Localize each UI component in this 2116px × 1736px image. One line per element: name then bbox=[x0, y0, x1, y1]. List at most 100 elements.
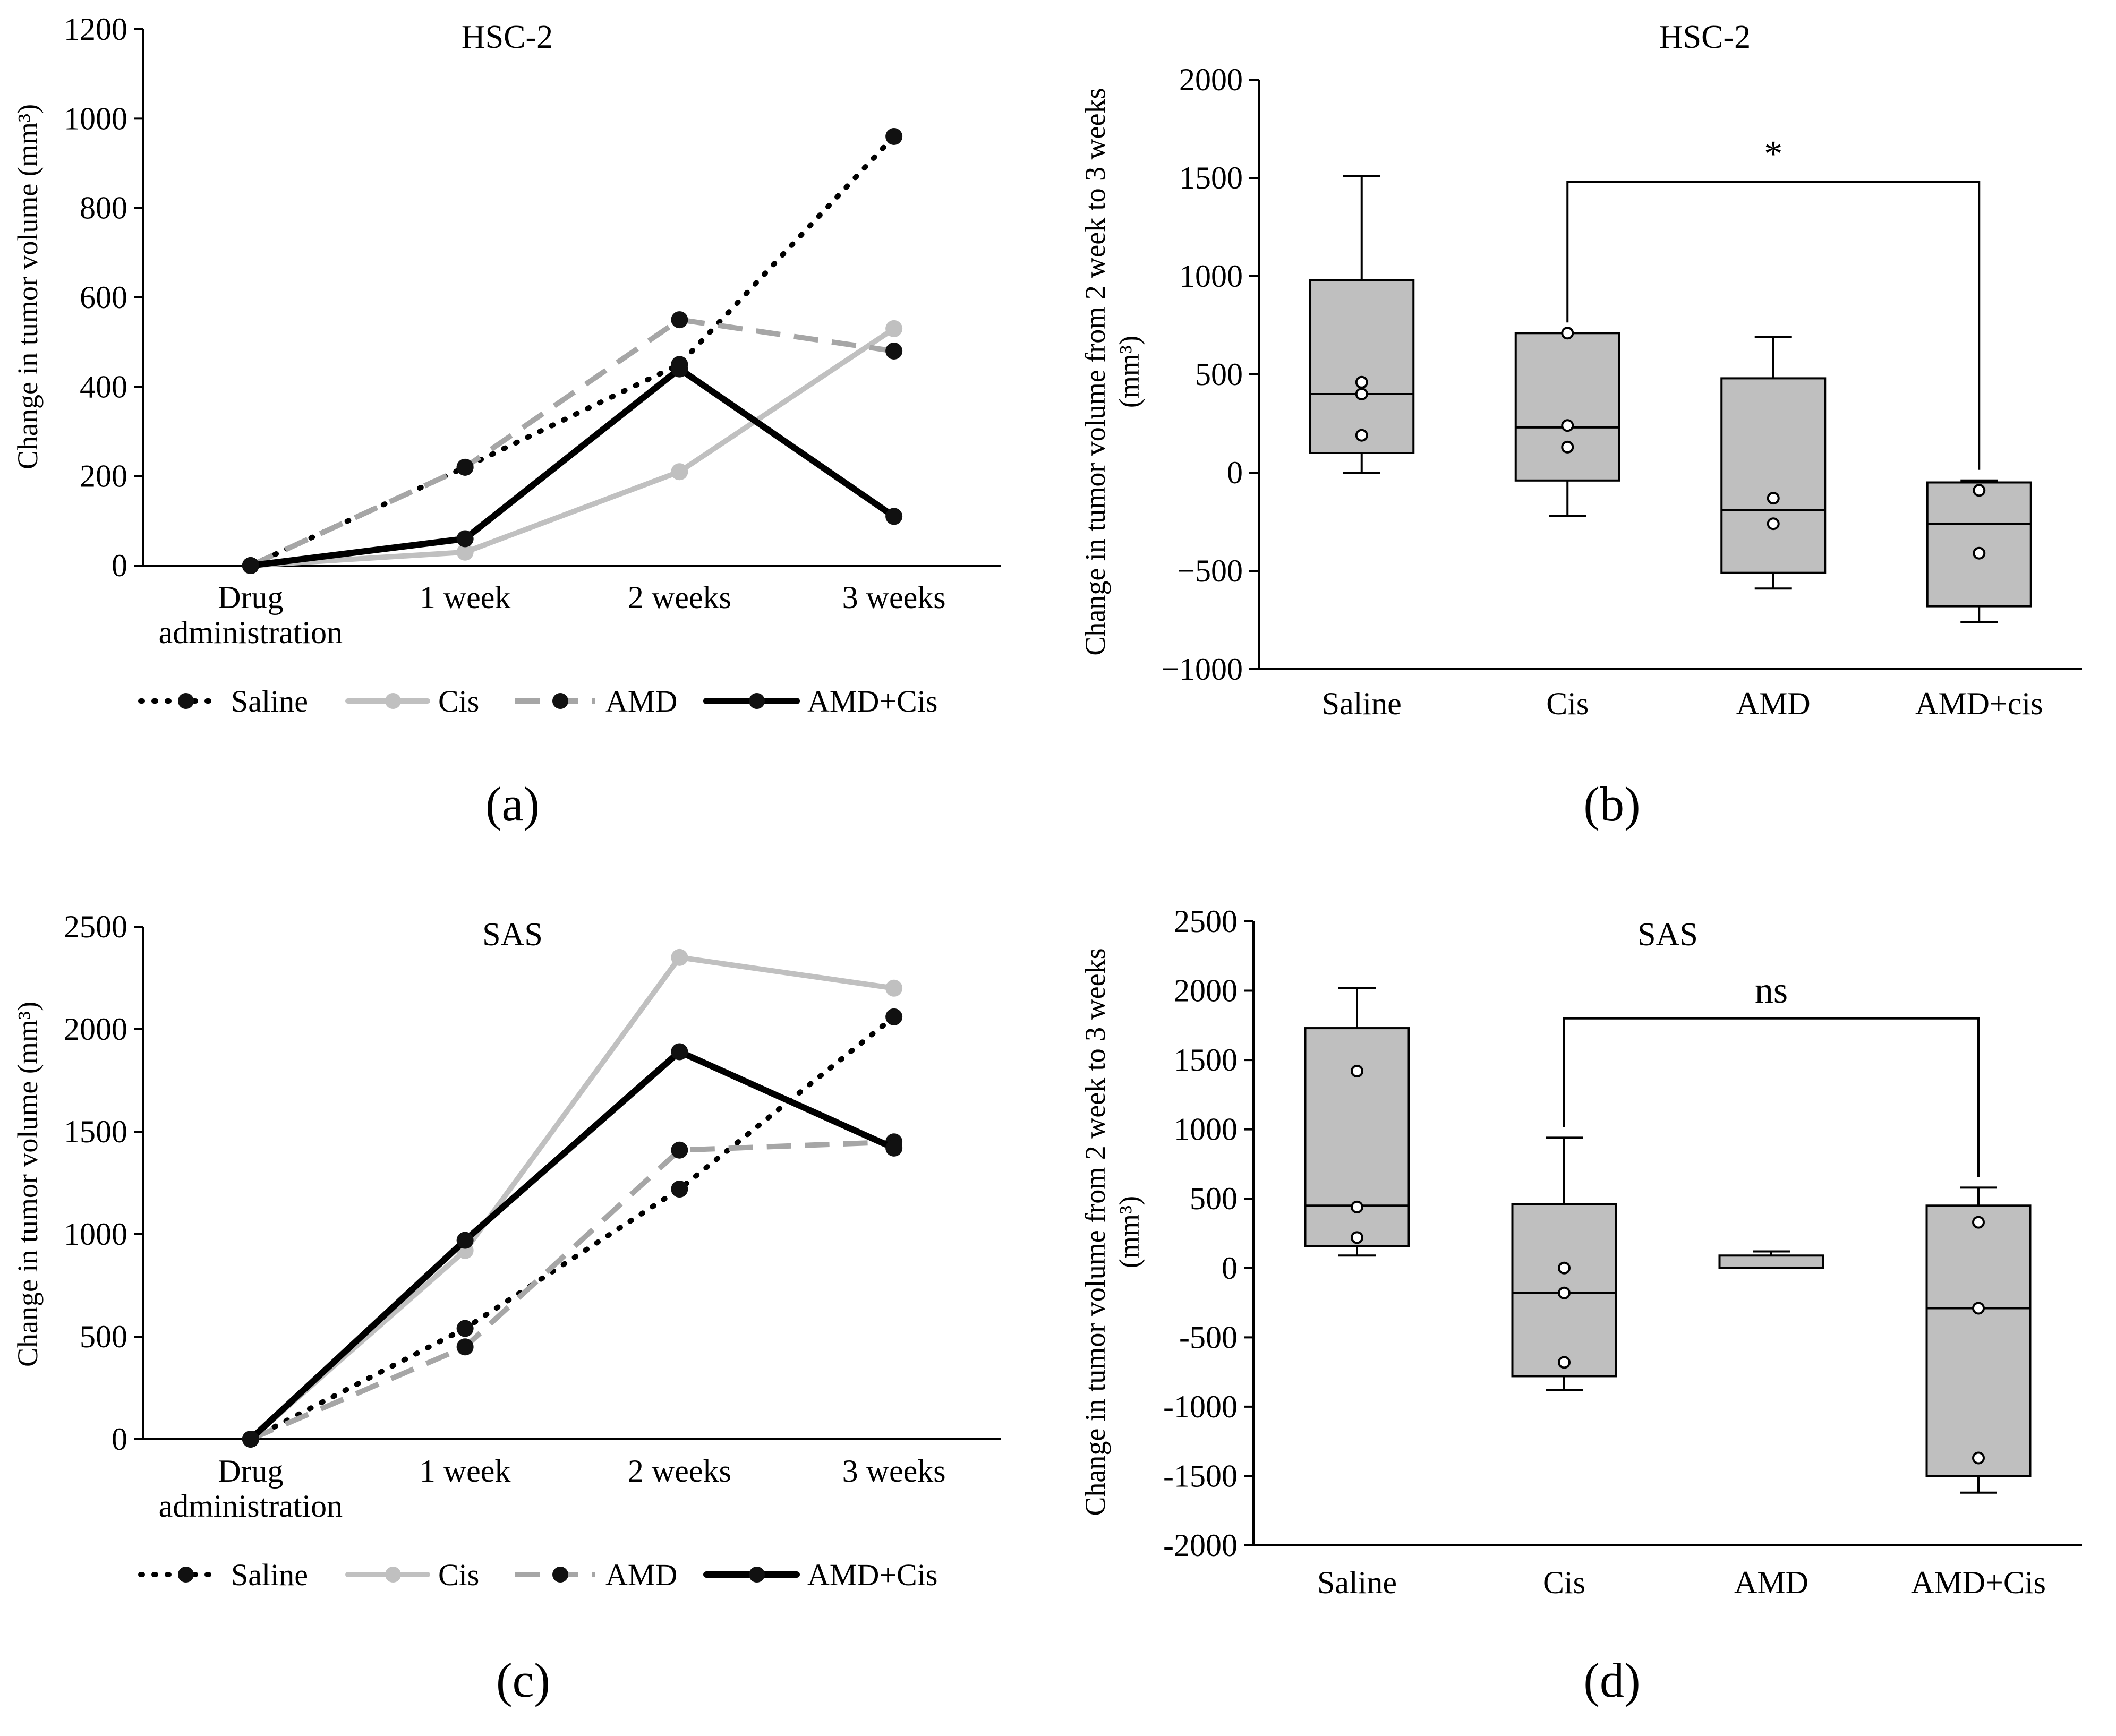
y-tick-label: 2000 bbox=[1174, 973, 1238, 1008]
data-point-amd bbox=[671, 1141, 688, 1159]
box-amd-cis bbox=[1926, 479, 2032, 623]
legend-label: AMD bbox=[605, 1558, 677, 1592]
significance-label: ns bbox=[1755, 970, 1788, 1011]
data-point-saline bbox=[885, 128, 903, 145]
chart-title: SAS bbox=[1637, 917, 1698, 953]
y-tick-label: 1000 bbox=[1179, 259, 1243, 294]
x-tick-label: 3 weeks bbox=[842, 580, 946, 615]
data-point-amd-cis bbox=[671, 360, 688, 378]
box-cis bbox=[1514, 327, 1620, 517]
y-tick-label: 0 bbox=[1227, 455, 1243, 490]
legend-label: AMD+Cis bbox=[807, 1558, 937, 1592]
chart-title: HSC-2 bbox=[1659, 19, 1751, 55]
x-tick-label: 2 weeks bbox=[628, 580, 731, 615]
y-tick-label: -1500 bbox=[1163, 1458, 1238, 1493]
data-point-amd-cis bbox=[671, 1043, 688, 1061]
series-line-amd bbox=[249, 1139, 894, 1442]
legend-marker bbox=[749, 1567, 765, 1583]
x-tick-label: Drug bbox=[218, 580, 283, 615]
y-axis-label: Change in tumor volume from 2 week to 3 … bbox=[1079, 948, 1145, 1516]
y-axis-label: Change in tumor volume from 2 week to 3 … bbox=[1079, 88, 1145, 655]
legend-label: Saline bbox=[231, 1558, 308, 1592]
x-tick-label: Cis bbox=[1543, 1565, 1585, 1600]
panel-label: (d) bbox=[1583, 1653, 1640, 1707]
y-tick-label: 1500 bbox=[1179, 160, 1243, 195]
box-body bbox=[1309, 279, 1415, 455]
y-tick-label: −500 bbox=[1177, 553, 1243, 588]
y-tick-label: 800 bbox=[80, 191, 127, 226]
data-point-amd bbox=[456, 1338, 474, 1356]
data-point-amd bbox=[456, 458, 474, 476]
chart-title: HSC-2 bbox=[462, 19, 553, 55]
data-point-saline bbox=[671, 1181, 688, 1198]
data-point-amd bbox=[671, 311, 688, 329]
legend-marker bbox=[178, 693, 194, 709]
data-point-cis bbox=[456, 543, 474, 561]
x-tick-label: Saline bbox=[1317, 1565, 1397, 1600]
x-tick-label: 3 weeks bbox=[842, 1453, 946, 1489]
y-tick-label: 2000 bbox=[64, 1012, 127, 1047]
legend-marker bbox=[552, 693, 568, 709]
data-point-amd-cis bbox=[885, 1139, 903, 1157]
data-point-amd bbox=[885, 343, 903, 360]
legend-marker bbox=[385, 693, 401, 709]
series-line-cis bbox=[248, 326, 897, 568]
y-tick-label: 1200 bbox=[64, 12, 127, 47]
x-tick-label: Cis bbox=[1546, 686, 1589, 721]
y-tick-label: 500 bbox=[80, 1319, 127, 1354]
y-tick-label: 200 bbox=[80, 459, 127, 494]
data-point bbox=[1973, 484, 1986, 497]
data-point bbox=[1972, 1451, 1985, 1465]
data-point-amd-cis bbox=[242, 557, 259, 574]
chart-title: SAS bbox=[482, 917, 543, 953]
y-axis-label: Change in tumor volume (mm³) bbox=[12, 104, 44, 469]
data-point bbox=[1972, 1216, 1985, 1229]
legend-label: Cis bbox=[438, 1558, 479, 1592]
y-tick-label: 1500 bbox=[1174, 1042, 1238, 1077]
legend-marker bbox=[749, 693, 765, 709]
y-tick-label: 1000 bbox=[64, 101, 127, 136]
chart-panel-b: −1000 −500 0 500 1000 1500 2000 Saline Cis AMD AMD… bbox=[1079, 19, 2082, 831]
y-tick-label: 1000 bbox=[64, 1217, 127, 1252]
y-tick-label: 2000 bbox=[1179, 62, 1243, 97]
legend-label: Saline bbox=[231, 684, 308, 719]
data-point bbox=[1561, 419, 1574, 432]
box-body bbox=[1718, 1254, 1824, 1269]
box-body bbox=[1926, 481, 2032, 608]
box-body bbox=[1925, 1204, 2032, 1477]
bracket-line bbox=[1563, 1017, 1980, 1177]
y-tick-label: 0 bbox=[112, 548, 127, 583]
data-point-cis bbox=[885, 320, 903, 337]
y-axis-label: Change in tumor volume (mm³) bbox=[12, 1002, 44, 1367]
x-tick-label: Saline bbox=[1322, 686, 1402, 721]
data-point bbox=[1355, 429, 1368, 442]
y-tick-label: -2000 bbox=[1163, 1528, 1238, 1563]
y-tick-label: 0 bbox=[1222, 1251, 1238, 1286]
data-point bbox=[1972, 1302, 1985, 1315]
y-tick-label: 400 bbox=[80, 369, 127, 404]
x-tick-label: 2 weeks bbox=[628, 1453, 731, 1489]
data-point bbox=[1561, 327, 1574, 340]
data-point bbox=[1561, 440, 1574, 454]
legend: Saline Cis AMD AMD+Cis bbox=[138, 684, 937, 719]
chart-panel-d: -2000 -1500 -1000 -500 0 500 1000 1500 2000 2500 S… bbox=[1079, 904, 2082, 1707]
data-point-saline bbox=[456, 1320, 474, 1337]
data-point bbox=[1355, 375, 1368, 389]
box-body bbox=[1514, 332, 1620, 482]
data-point bbox=[1558, 1356, 1571, 1369]
data-point-cis bbox=[885, 979, 903, 997]
legend-label: AMD bbox=[605, 684, 677, 719]
legend-label: AMD+Cis bbox=[807, 684, 937, 719]
data-point-saline bbox=[885, 1008, 903, 1025]
y-tick-label: 500 bbox=[1195, 357, 1243, 392]
data-point bbox=[1351, 1200, 1363, 1213]
y-tick-label: 2500 bbox=[64, 909, 127, 944]
series-line-saline bbox=[248, 1014, 897, 1442]
box-saline bbox=[1309, 175, 1415, 474]
data-point bbox=[1767, 517, 1780, 531]
data-point bbox=[1351, 1065, 1363, 1077]
y-tick-label: -1000 bbox=[1163, 1389, 1238, 1424]
y-tick-label: 1000 bbox=[1174, 1112, 1238, 1147]
